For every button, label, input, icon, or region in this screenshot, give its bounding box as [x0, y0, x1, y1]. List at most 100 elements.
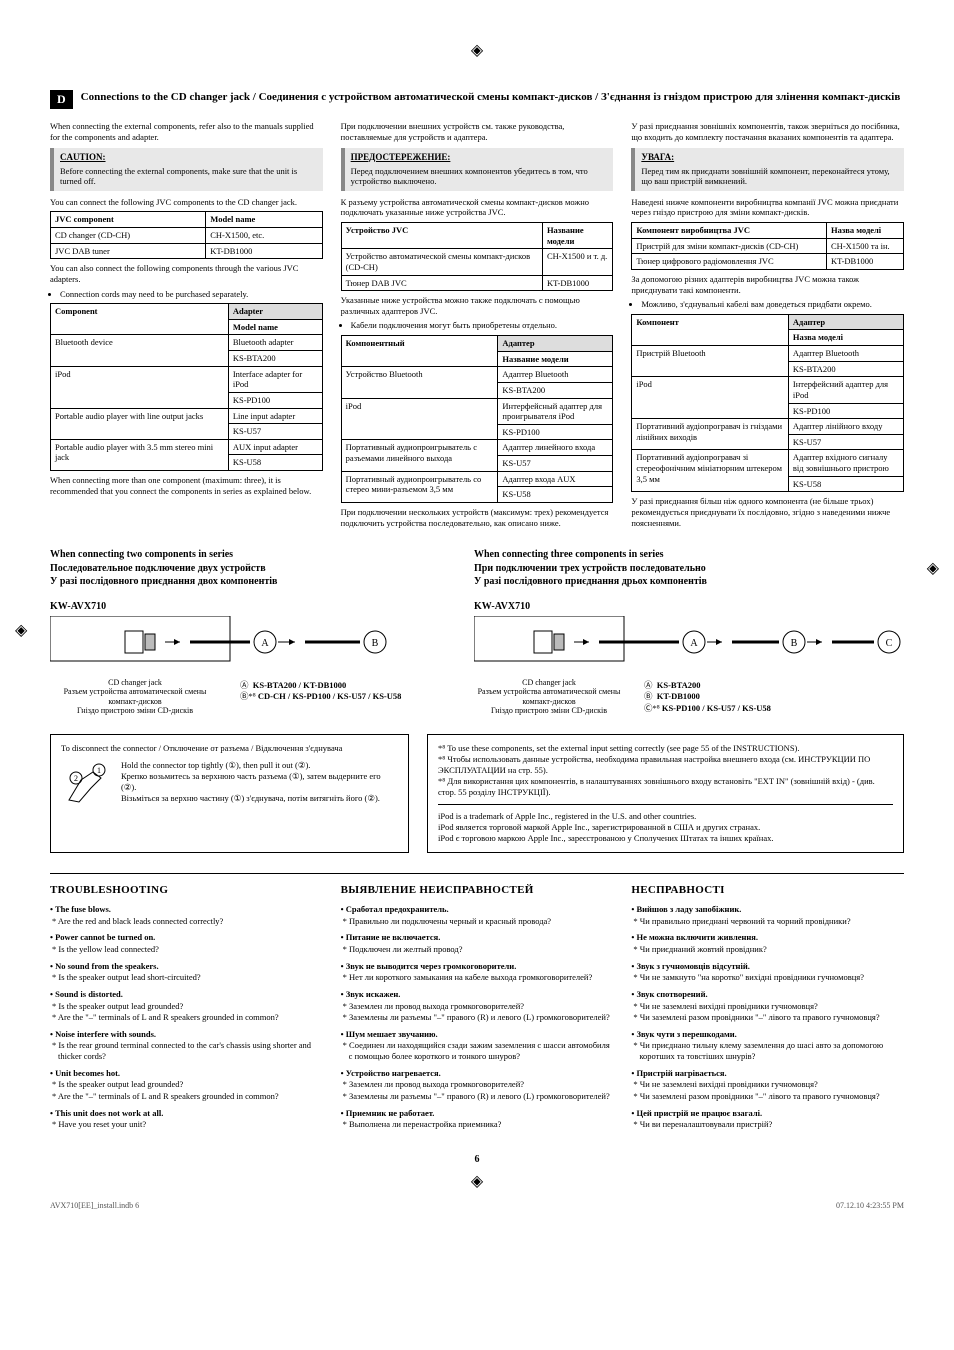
- series3-diagram-icon: A B C: [474, 616, 904, 676]
- trouble-sub: Заземлен ли провод выхода громкоговорите…: [349, 1079, 614, 1090]
- p3-ru: При подключении нескольких устройств (ма…: [341, 507, 614, 528]
- td: Интерфейсный адаптер для проигрывателя i…: [498, 398, 613, 424]
- trouble-title-ru: ВЫЯВЛЕНИЕ НЕИСПРАВНОСТЕЙ: [341, 884, 614, 898]
- td: Тюнер DAB JVC: [341, 275, 542, 291]
- td: CD changer (CD-CH): [51, 228, 206, 244]
- trouble-sub: Is the speaker output lead short-circuit…: [58, 972, 323, 983]
- td: Портативный аудиопроигрыватель с разъема…: [341, 440, 498, 471]
- trouble-sub: Заземлен ли провод выхода громкоговорите…: [349, 1001, 614, 1012]
- svg-text:B: B: [791, 638, 798, 649]
- caution-title-en: CAUTION:: [60, 152, 317, 163]
- th: Component: [51, 304, 229, 335]
- td: Портативный аудиопроигрыватель со стерео…: [341, 471, 498, 502]
- th: Компонентный: [341, 336, 498, 367]
- series3-legend: Ⓐ KS-BTA200 Ⓑ KT-DB1000 Ⓒ*⁸ KS-PD100 / K…: [644, 680, 771, 716]
- td: Портативний аудіопрогравач зі стереофоні…: [632, 450, 789, 492]
- td: KS-U57: [498, 456, 613, 472]
- td: KS-BTA200: [228, 351, 322, 367]
- svg-text:C: C: [886, 638, 893, 649]
- td: Interface adapter for iPod: [228, 366, 322, 392]
- caution-box-uk: УВАГА: Перед тим як приєднати зовнішній …: [631, 148, 904, 191]
- series2-model: KW-AVX710: [50, 601, 456, 612]
- disc-l2: Крепко возьмитесь за верхнюю часть разъе…: [121, 771, 398, 793]
- trouble-sub: Is the rear ground terminal connected to…: [58, 1040, 323, 1061]
- td: KS-PD100: [498, 424, 613, 440]
- td: KS-U57: [788, 434, 903, 450]
- trouble-item: Звук искажен.: [341, 989, 614, 1000]
- trouble-sub: Правильно ли подключены черный и красный…: [349, 916, 614, 927]
- caution-title-uk: УВАГА:: [641, 152, 898, 163]
- trouble-item: Питание не включается.: [341, 932, 614, 943]
- th: Название модели: [498, 351, 613, 367]
- troubleshooting-section: TROUBLESHOOTING The fuse blows.Are the r…: [50, 884, 904, 1129]
- td: AUX input adapter: [228, 439, 322, 455]
- table1-ru: Устройство JVCНазвание модели Устройство…: [341, 222, 614, 291]
- trouble-sub: Is the speaker output lead grounded?: [58, 1001, 323, 1012]
- footer-right: 07.12.10 4:23:55 PM: [836, 1201, 904, 1210]
- trouble-item: Unit becomes hot.: [50, 1068, 323, 1079]
- th: Компонент виробництва JVC: [632, 223, 827, 239]
- th: Компонент: [632, 314, 789, 345]
- trouble-sub: Чи не заземлені вихідні провідники гучно…: [639, 1079, 904, 1090]
- series3-caption: CD changer jack Разъем устройства автома…: [474, 678, 624, 716]
- caution-box-ru: ПРЕДОСТЕРЕЖЕНИЕ: Перед подключением внеш…: [341, 148, 614, 191]
- legend-b-text: KT-DB1000: [657, 691, 700, 701]
- td: iPod: [632, 377, 789, 419]
- td: KS-BTA200: [788, 361, 903, 377]
- ipod2: iPod является торговой маркой Apple Inc.…: [438, 822, 893, 833]
- trouble-item: Power cannot be turned on.: [50, 932, 323, 943]
- td: Тюнер цифрового радіомовлення JVC: [632, 254, 827, 270]
- disc-l3: Візьміться за верхню частину (①) з'єднув…: [121, 793, 398, 804]
- trouble-item: The fuse blows.: [50, 904, 323, 915]
- caution-body-uk: Перед тим як приєднати зовнішній компоне…: [641, 166, 898, 187]
- caution-title-ru: ПРЕДОСТЕРЕЖЕНИЕ:: [351, 152, 608, 163]
- trouble-item: Звук спотворений.: [631, 989, 904, 1000]
- legend-b: Ⓑ*⁸: [240, 691, 256, 701]
- th: Model name: [206, 212, 322, 228]
- footnotes-box: *⁸ To use these components, set the exte…: [427, 734, 904, 853]
- trouble-sub: Чи приєднаний жовтий провідник?: [639, 944, 904, 955]
- series-three: When connecting three components in seri…: [474, 548, 904, 716]
- th: Адаптер: [788, 314, 903, 330]
- trouble-title-uk: НЕСПРАВНОСТІ: [631, 884, 904, 898]
- column-uk: У разі приєднання зовнішніх компонентів,…: [631, 117, 904, 532]
- section-divider: [50, 873, 904, 874]
- trouble-sub: Is the speaker output lead grounded?: [58, 1079, 323, 1090]
- td: Bluetooth adapter: [228, 335, 322, 351]
- td: KS-U58: [498, 487, 613, 503]
- trouble-item: Звук чути з перешкодами.: [631, 1029, 904, 1040]
- p2b-list-en: Connection cords may need to be purchase…: [50, 289, 323, 300]
- trouble-sub: Чи заземлені разом провідники "–" лівого…: [639, 1012, 904, 1023]
- page-number: 6: [50, 1154, 904, 1165]
- li: Можливо, з'єднувальні кабелі вам доведет…: [641, 299, 904, 310]
- column-ru: При подключении внешних устройств см. та…: [341, 117, 614, 532]
- trouble-title-en: TROUBLESHOOTING: [50, 884, 323, 898]
- td: Line input adapter: [228, 408, 322, 424]
- table2-en: ComponentAdapter Model name Bluetooth de…: [50, 303, 323, 471]
- trouble-sub: Is the yellow lead connected?: [58, 944, 323, 955]
- legend-a-text: KS-BTA200: [657, 680, 701, 690]
- trouble-sub: Чи заземлені разом провідники "–" лівого…: [639, 1091, 904, 1102]
- trouble-sub: Чи приєднано тильну клему заземлення до …: [639, 1040, 904, 1061]
- td: Адаптер Bluetooth: [788, 346, 903, 362]
- legend-c-text: KS-PD100 / KS-U57 / KS-U58: [662, 703, 771, 713]
- trouble-item: No sound from the speakers.: [50, 961, 323, 972]
- trouble-sub: Заземлены ли разъемы "–" правого (R) и л…: [349, 1091, 614, 1102]
- caution-box-en: CAUTION: Before connecting the external …: [50, 148, 323, 191]
- td: KS-PD100: [788, 403, 903, 419]
- trouble-sub: Have you reset your unit?: [58, 1119, 323, 1130]
- trouble-item: Звук не выводится через громкоговорители…: [341, 961, 614, 972]
- trouble-item: Пристрій нагрівається.: [631, 1068, 904, 1079]
- td: Адаптер лінійного входу: [788, 419, 903, 435]
- trouble-ru: ВЫЯВЛЕНИЕ НЕИСПРАВНОСТЕЙ Сработал предох…: [341, 884, 614, 1129]
- td: Адаптер входа AUX: [498, 471, 613, 487]
- td: Адаптер Bluetooth: [498, 367, 613, 383]
- trouble-sub: Чи не заземлені вихідні провідники гучно…: [639, 1001, 904, 1012]
- column-en: When connecting the external components,…: [50, 117, 323, 532]
- svg-text:A: A: [261, 638, 269, 649]
- disc-l1: Hold the connector top tightly (①), then…: [121, 760, 398, 771]
- fn2: *⁸ Чтобы использовать данные устройства,…: [438, 754, 893, 776]
- trouble-item: Приемник не работает.: [341, 1108, 614, 1119]
- trouble-item: Звук з гучномовців відсутній.: [631, 961, 904, 972]
- trouble-sub: Are the "–" terminals of L and R speaker…: [58, 1091, 323, 1102]
